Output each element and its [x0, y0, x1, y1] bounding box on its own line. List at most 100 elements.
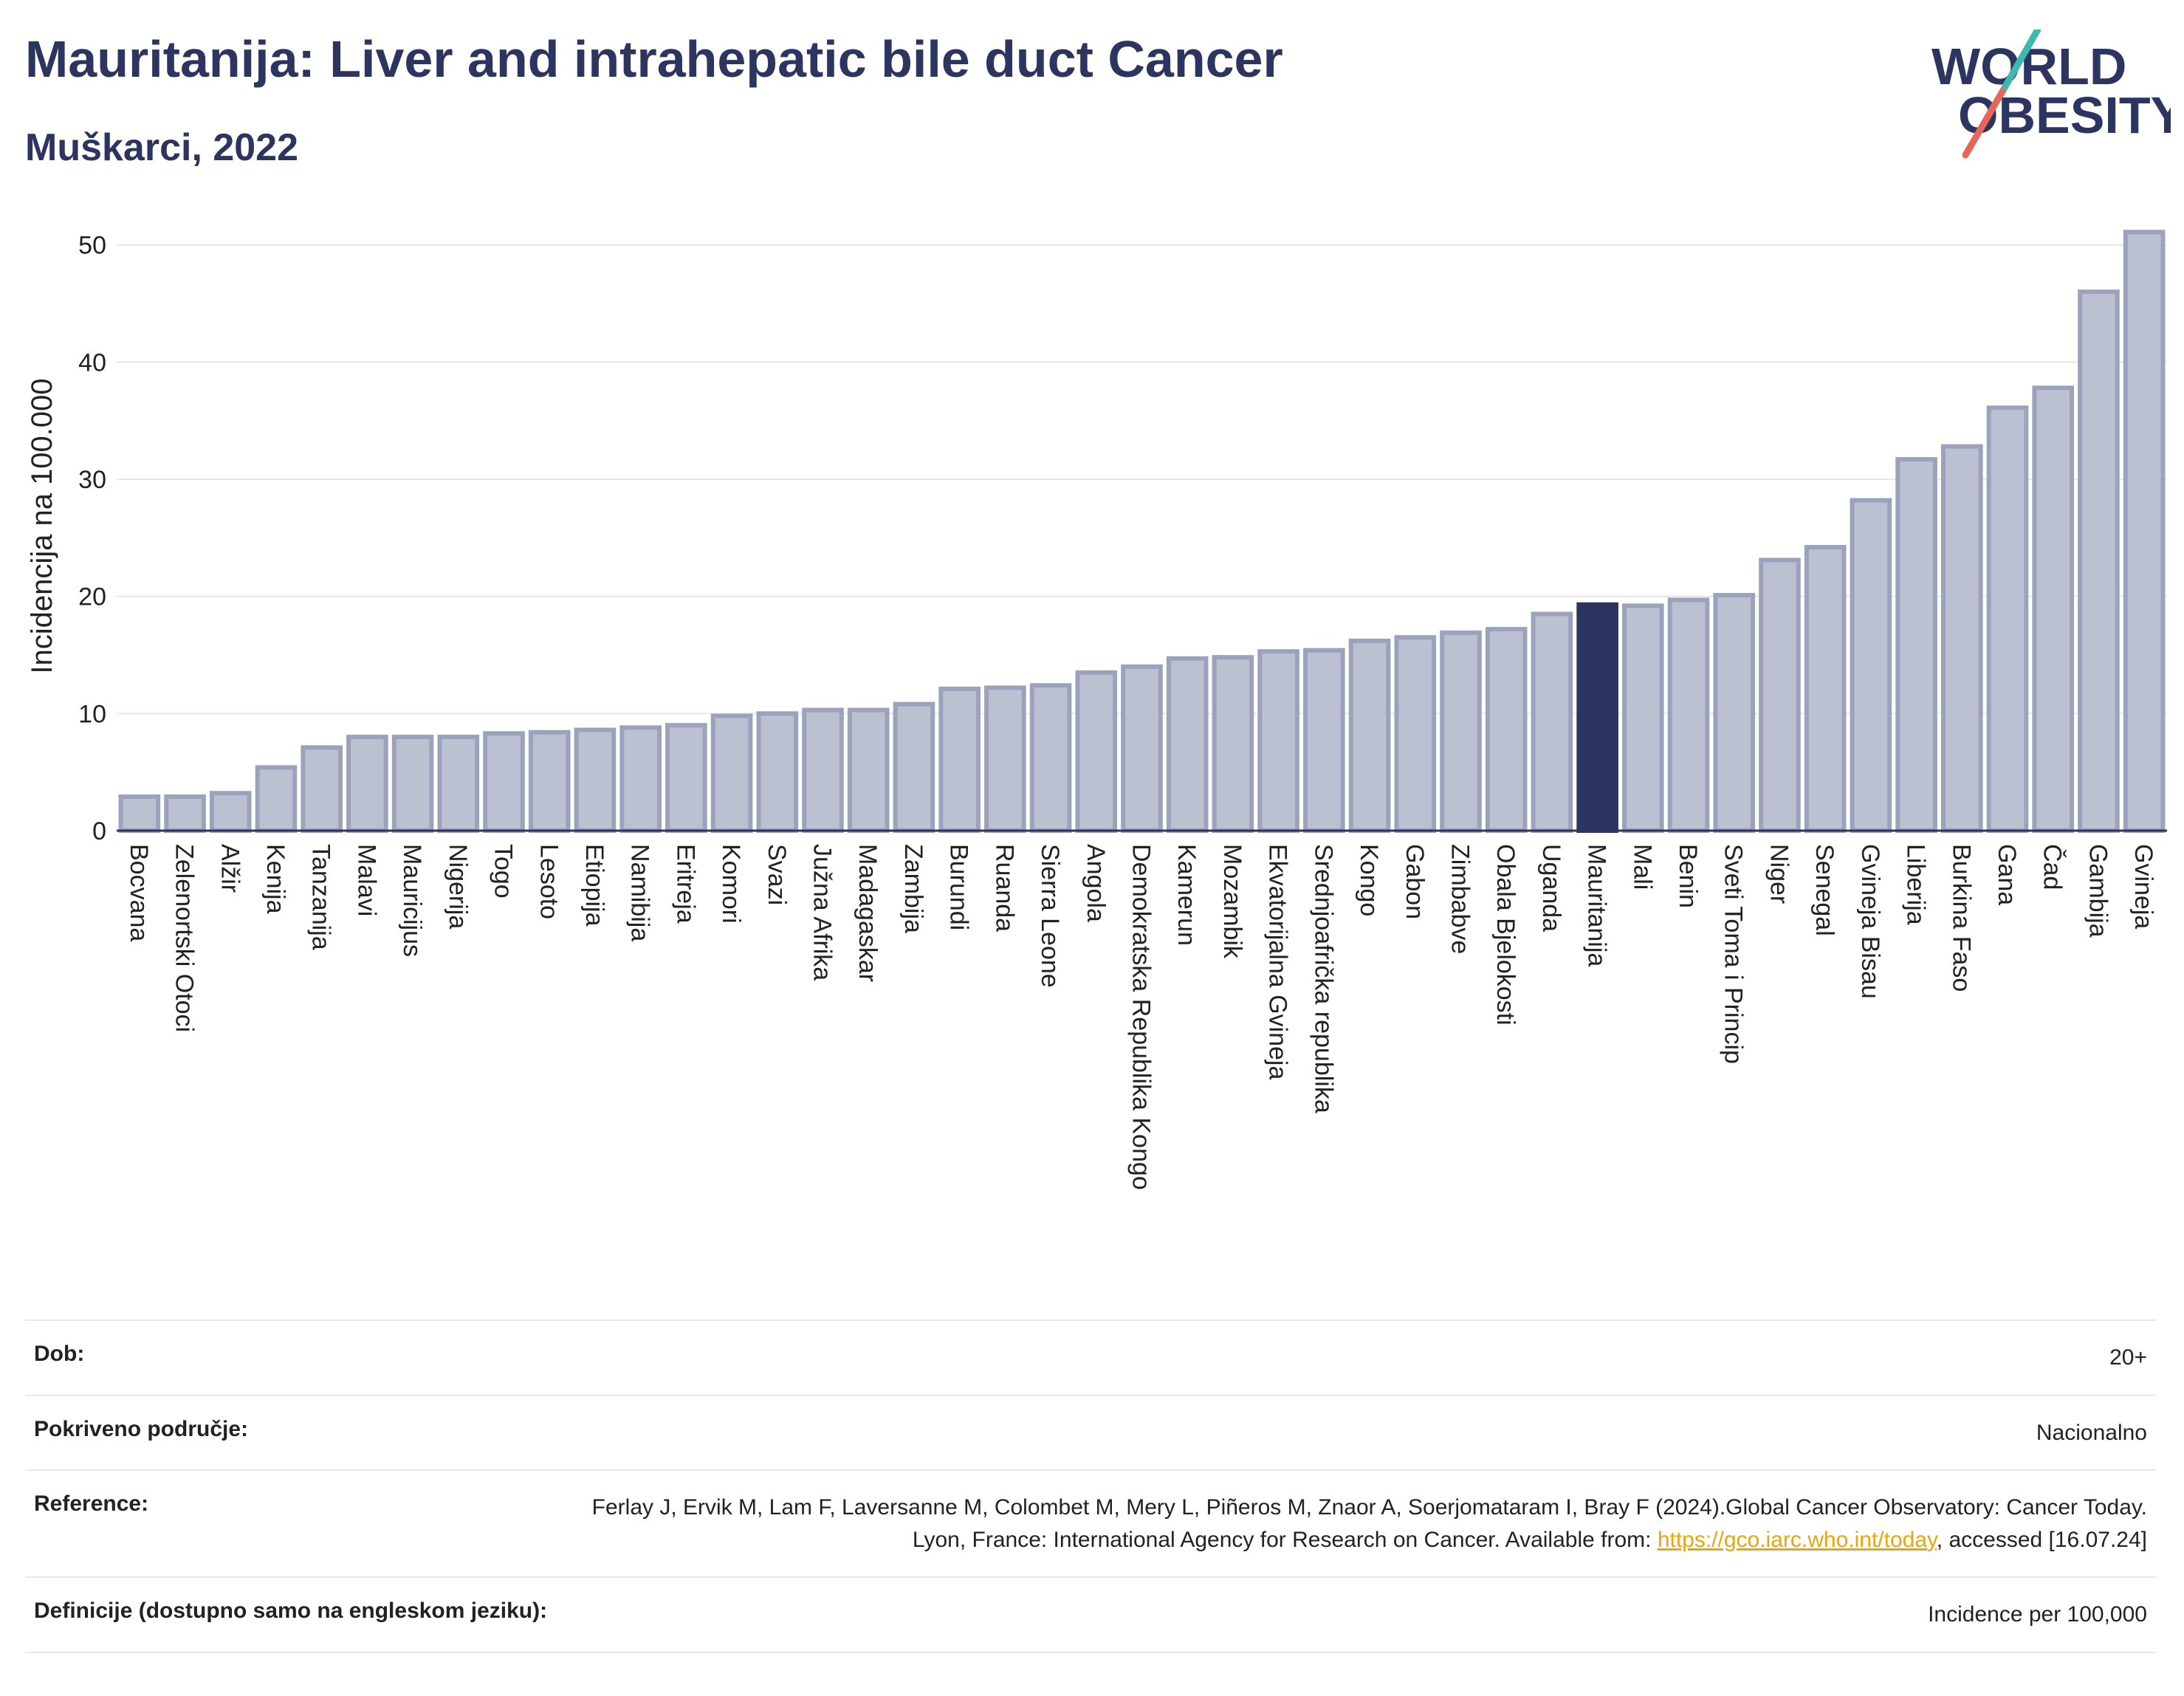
bar-kamerun	[1166, 656, 1209, 834]
bar-gvineja	[2123, 230, 2166, 833]
bar-kongo	[1348, 638, 1391, 833]
x-tick-label: Kamerun	[1172, 844, 1201, 946]
bar-gambija	[2078, 289, 2120, 833]
bar-eritreja	[665, 723, 707, 834]
x-tick-label: Angola	[1082, 844, 1110, 922]
bar-togo	[483, 731, 525, 834]
x-tick-label: Gvineja	[2129, 844, 2157, 929]
x-tick-label: Gambija	[2084, 844, 2112, 938]
logo-line2: OBESITY	[1958, 86, 2171, 144]
reference-accessed: , accessed [16.07.24]	[1936, 1527, 2147, 1552]
info-key: Pokriveno područje:	[25, 1394, 560, 1470]
y-axis-ticks: 0 10 20 30 40 50	[78, 232, 106, 845]
x-tick-label: Zelenortski Otoci	[171, 844, 199, 1032]
x-tick-label: Madagaskar	[854, 844, 882, 982]
bar-srednjoafrička-republika	[1303, 648, 1345, 834]
x-tick-label: Demokratska Republika Kongo	[1127, 844, 1155, 1190]
info-row-definition: Definicije (dostupno samo na engleskom j…	[25, 1576, 2156, 1653]
bar-namibija	[619, 725, 662, 834]
y-tick-label: 0	[92, 817, 106, 845]
bar-bocvana	[118, 794, 161, 833]
bar-mozambik	[1212, 655, 1254, 834]
x-tick-label: Gana	[1993, 844, 2021, 905]
x-tick-label: Bocvana	[125, 844, 153, 941]
x-tick-label: Niger	[1765, 844, 1793, 904]
bar-lesoto	[528, 729, 571, 833]
x-tick-label: Gvineja Bisau	[1856, 844, 1884, 999]
bar-malavi	[346, 735, 388, 833]
y-tick-label: 10	[78, 700, 106, 728]
x-tick-label: Sierra Leone	[1036, 844, 1064, 988]
bar-liberija	[1895, 457, 1937, 833]
bar-alžir	[209, 791, 252, 834]
y-tick-label: 20	[78, 583, 106, 611]
x-tick-label: Sveti Toma i Princip	[1720, 844, 1748, 1064]
x-tick-label: Kenija	[261, 844, 289, 914]
bar-svazi	[756, 711, 799, 833]
reference-link[interactable]: https://gco.iarc.who.int/today	[1657, 1527, 1937, 1552]
bar-sierra-leone	[1029, 683, 1072, 833]
info-table: Dob: 20+ Pokriveno područje: Nacionalno …	[25, 1319, 2156, 1653]
bar-senegal	[1804, 545, 1847, 833]
x-tick-label: Gabon	[1401, 844, 1429, 919]
x-tick-label: Mauricijus	[398, 844, 426, 957]
info-value: 20+	[560, 1319, 2156, 1395]
bar-nigerija	[437, 735, 480, 833]
bar-mali	[1622, 603, 1664, 834]
info-key: Dob:	[25, 1319, 560, 1395]
x-tick-label: Mauritanija	[1583, 844, 1611, 967]
bar-benin	[1667, 597, 1710, 833]
bar-madagaskar	[847, 707, 890, 834]
x-tick-label: Ruanda	[990, 844, 1018, 932]
page-subtitle: Muškarci, 2022	[25, 126, 299, 169]
bar-sveti-toma-i-princip	[1713, 593, 1756, 833]
bar-gvineja-bisau	[1850, 498, 1892, 833]
bar-demokratska-republika-kongo	[1121, 664, 1163, 834]
bar-gana	[1986, 405, 2029, 833]
y-tick-label: 40	[78, 349, 106, 377]
bar-burkina-faso	[1940, 444, 1983, 834]
x-tick-label: Togo	[490, 844, 518, 899]
x-tick-label: Benin	[1674, 844, 1702, 908]
world-obesity-logo: WORLD OBESITY	[1931, 30, 2171, 159]
x-tick-label: Etiopija	[580, 844, 608, 927]
x-tick-label: Burundi	[945, 844, 973, 930]
x-tick-label: Liberija	[1902, 844, 1930, 925]
bar-angola	[1075, 670, 1118, 834]
x-tick-label: Ekvatorijalna Gvineja	[1264, 844, 1292, 1079]
logo-slash-bottom	[1962, 88, 2006, 159]
x-tick-label: Komori	[717, 844, 745, 924]
y-tick-label: 50	[78, 232, 106, 260]
x-tick-label: Zimbabve	[1446, 844, 1474, 954]
info-row-reference: Reference: Ferlay J, Ervik M, Lam F, Lav…	[25, 1469, 2156, 1577]
x-tick-label: Srednjoafrička republika	[1309, 844, 1337, 1113]
x-tick-label: Svazi	[763, 844, 791, 905]
bar-južna-afrika	[802, 707, 844, 834]
bar-komori	[710, 713, 753, 833]
info-value: Ferlay J, Ervik M, Lam F, Laversanne M, …	[560, 1469, 2156, 1577]
reference-text: Ferlay J, Ervik M, Lam F, Laversanne M, …	[591, 1495, 2147, 1552]
x-tick-label: Tanzanija	[307, 844, 335, 950]
bar-mauritanija	[1576, 602, 1618, 834]
bar-uganda	[1531, 611, 1573, 833]
bar-gabon	[1394, 635, 1437, 833]
info-value: Incidence per 100,000	[560, 1576, 2156, 1653]
x-tick-label: Mozambik	[1218, 844, 1246, 959]
x-tick-label: Lesoto	[535, 844, 563, 919]
page-title: Mauritanija: Liver and intrahepatic bile…	[25, 30, 1283, 88]
bar-čad	[2032, 385, 2075, 834]
x-tick-label: Kongo	[1355, 844, 1383, 916]
bar-mauricijus	[391, 735, 434, 833]
bar-zelenortski-otoci	[164, 794, 206, 833]
bar-etiopija	[574, 727, 617, 833]
x-tick-label: Burkina Faso	[1947, 844, 1975, 992]
y-axis-label: Incidencija na 100.000	[26, 378, 58, 673]
x-axis-labels: Bocvana Zelenortski Otoci Alžir Kenija Tanza…	[125, 844, 2157, 1190]
x-tick-label: Uganda	[1537, 844, 1565, 932]
bar-niger	[1759, 557, 1801, 833]
bar-kenija	[255, 765, 298, 833]
bar-burundi	[938, 687, 981, 834]
x-tick-label: Eritreja	[671, 844, 699, 924]
logo-slash-top	[1999, 30, 2042, 95]
x-tick-label: Namibija	[626, 844, 654, 941]
